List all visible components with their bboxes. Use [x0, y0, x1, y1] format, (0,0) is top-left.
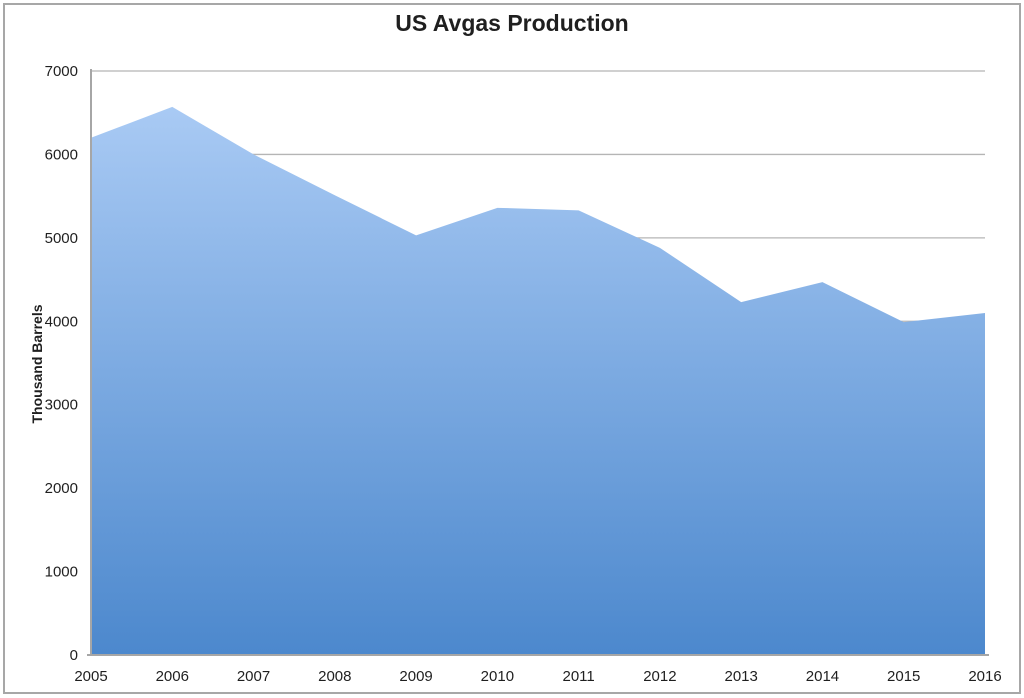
y-tick-label: 7000 [45, 63, 78, 80]
y-tick-label: 0 [70, 647, 78, 664]
x-tick-label: 2011 [563, 668, 595, 685]
x-tick-label: 2007 [237, 668, 270, 685]
y-tick-label: 6000 [45, 146, 78, 163]
x-tick-label: 2010 [481, 668, 514, 685]
y-tick-label: 4000 [45, 313, 78, 330]
x-tick-label: 2015 [887, 668, 920, 685]
area-series [91, 106, 985, 656]
y-tick-label: 3000 [45, 397, 78, 414]
x-tick-label: 2005 [74, 668, 107, 685]
x-tick-label: 2009 [399, 668, 432, 685]
x-tick-label: 2008 [318, 668, 351, 685]
y-tick-label: 5000 [45, 230, 78, 247]
x-tick-label: 2014 [806, 668, 839, 685]
y-axis-title: Thousand Barrels [29, 304, 45, 424]
x-tick-label: 2013 [724, 668, 757, 685]
x-tick-label: 2006 [156, 668, 189, 685]
y-tick-label: 2000 [45, 480, 78, 497]
x-tick-labels: 2005 2006 2007 2008 2009 2010 2011 2012 2013 2014… [74, 668, 1001, 685]
y-tick-labels: 0 1000 2000 3000 4000 5000 6000 7000 [45, 63, 78, 664]
x-tick-label: 2016 [968, 668, 1001, 685]
x-tick-label: 2012 [643, 668, 676, 685]
y-tick-label: 1000 [45, 564, 78, 581]
chart-title: US Avgas Production [395, 10, 629, 36]
